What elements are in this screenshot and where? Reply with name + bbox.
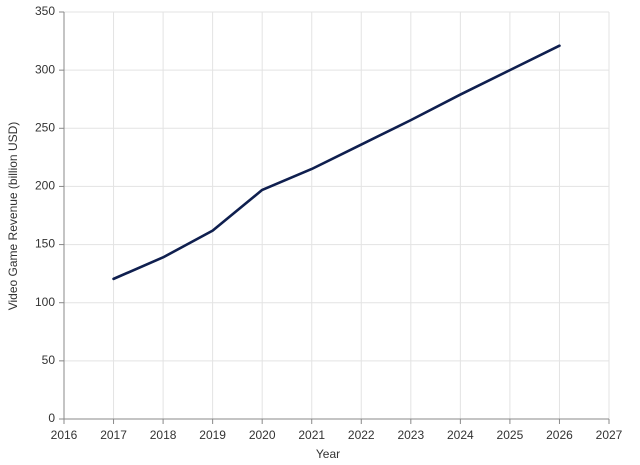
y-axis-label: Video Game Revenue (billion USD): [6, 122, 20, 311]
y-tick-label: 300: [35, 62, 55, 76]
y-tick-label: 250: [35, 120, 55, 134]
x-tick-label: 2018: [150, 428, 177, 442]
data-line: [112, 44, 561, 281]
x-tick-label: 2021: [298, 428, 325, 442]
x-tick-label: 2019: [199, 428, 226, 442]
y-tick-label: 0: [48, 411, 55, 425]
x-tick-label: 2022: [348, 428, 375, 442]
x-tick-label: 2024: [447, 428, 474, 442]
x-tick-label: 2026: [546, 428, 573, 442]
y-tick-label: 50: [42, 353, 56, 367]
x-tick-label: 2025: [497, 428, 524, 442]
y-tick-label: 350: [35, 4, 55, 18]
x-axis-label: Year: [316, 447, 340, 461]
x-tick-label: 2016: [51, 428, 78, 442]
y-tick-label: 200: [35, 179, 55, 193]
x-tick-label: 2020: [249, 428, 276, 442]
x-tick-label: 2023: [397, 428, 424, 442]
y-tick-label: 100: [35, 295, 55, 309]
x-tick-label: 2017: [100, 428, 127, 442]
y-tick-label: 150: [35, 237, 55, 251]
x-tick-label: 2027: [596, 428, 623, 442]
